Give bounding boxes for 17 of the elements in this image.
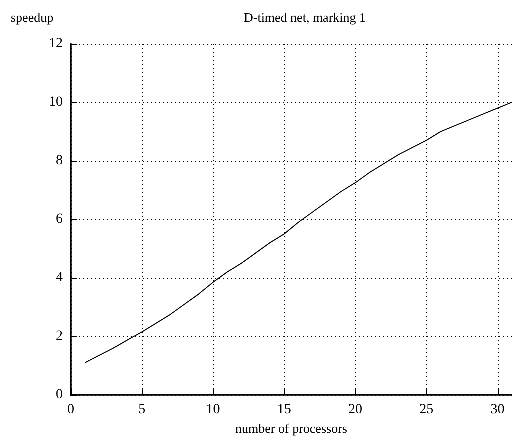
x-tick-label: 15 — [277, 402, 292, 418]
y-tick-label: 10 — [49, 95, 63, 110]
y-tick-label: 4 — [56, 270, 63, 286]
x-tick-label: 0 — [68, 402, 74, 418]
x-tick-label: 25 — [420, 402, 434, 418]
x-tick-label: 10 — [206, 402, 220, 418]
y-tick-label: 8 — [56, 154, 63, 169]
x-axis-title: number of processors — [236, 421, 348, 436]
y-tick-label: 6 — [56, 212, 63, 228]
y-tick-label: 0 — [56, 388, 63, 403]
x-tick-label: 5 — [138, 402, 146, 418]
x-tick-label: 20 — [348, 402, 363, 418]
y-axis-title: speedup — [11, 10, 54, 25]
chart-title: D-timed net, marking 1 — [244, 10, 366, 25]
y-tick-label: 12 — [49, 36, 63, 52]
x-tick-label: 30 — [490, 402, 505, 418]
y-tick-label: 2 — [56, 329, 63, 344]
